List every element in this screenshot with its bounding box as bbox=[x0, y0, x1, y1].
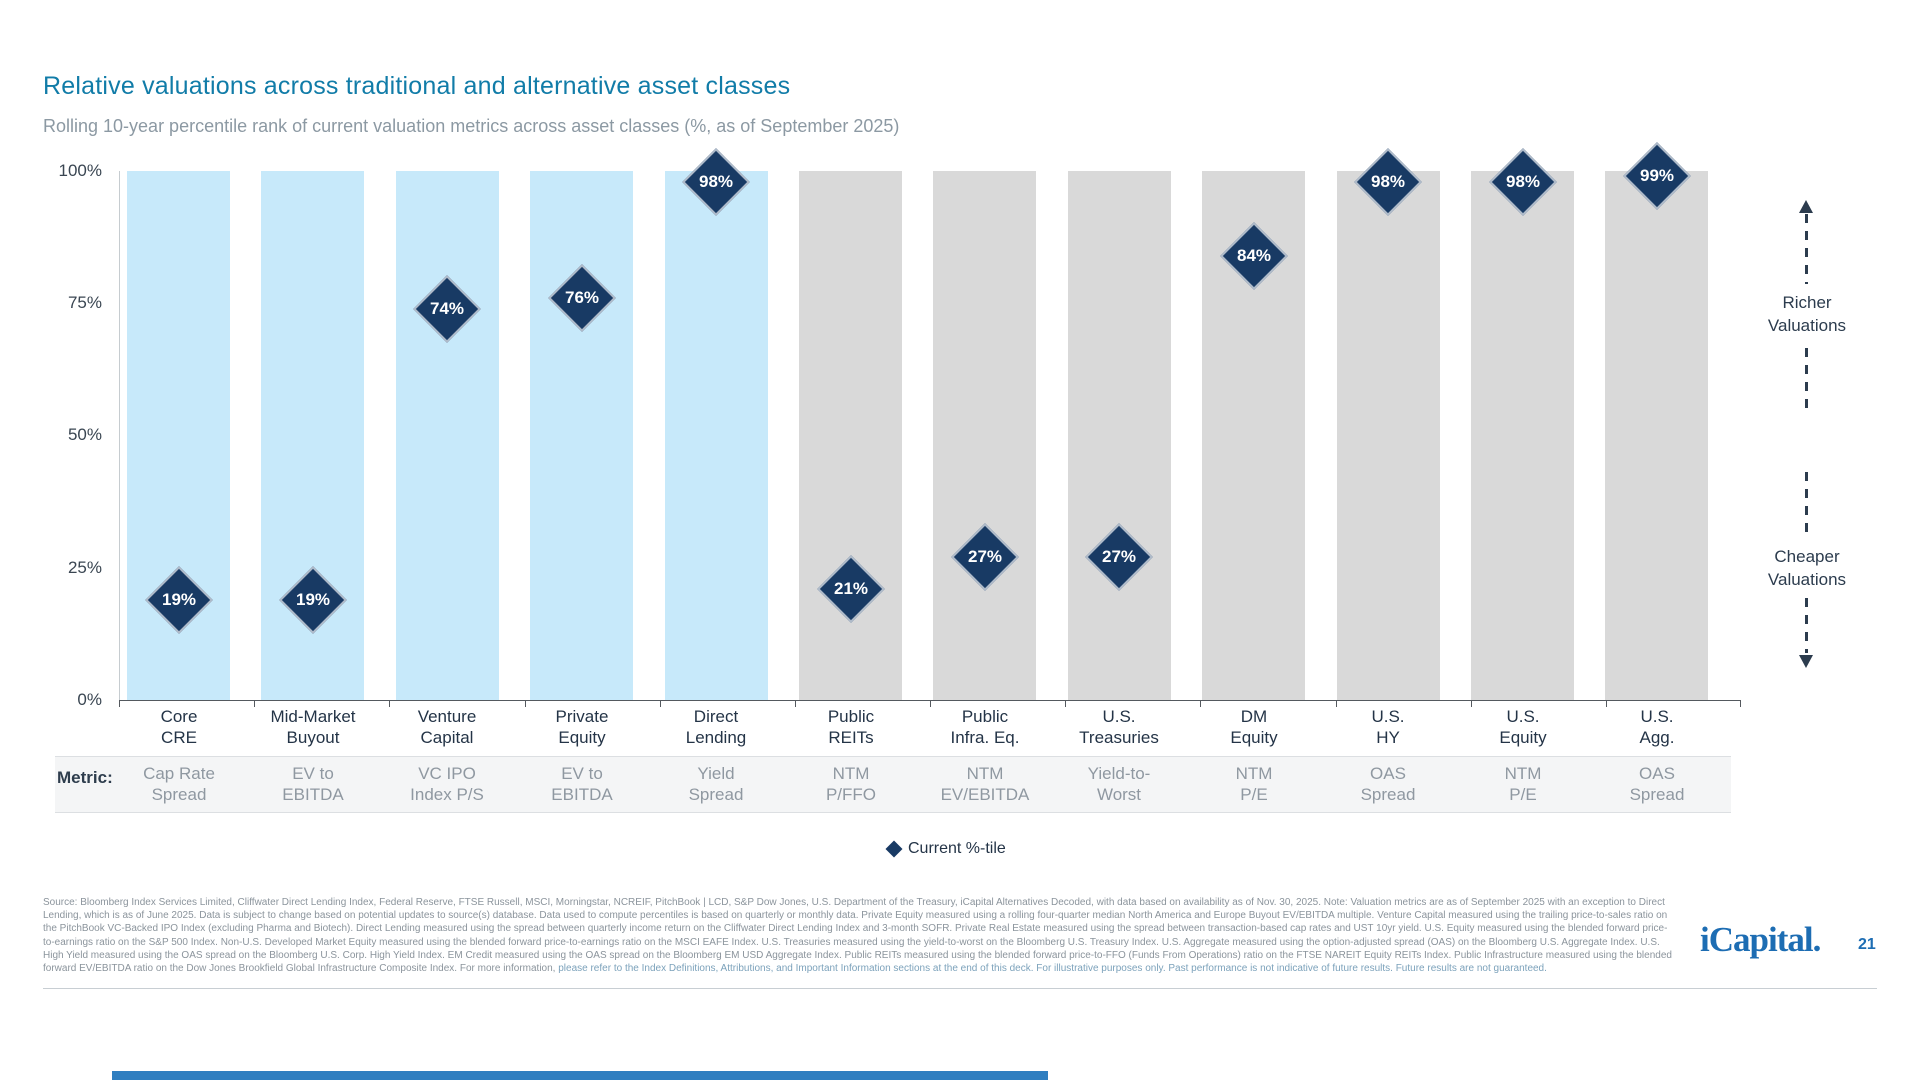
footer-divider bbox=[43, 988, 1877, 989]
arrow-up-icon bbox=[1799, 200, 1813, 213]
percentile-value: 98% bbox=[698, 172, 734, 191]
x-axis-tick bbox=[660, 700, 661, 707]
source-disclaimer-text: please refer to the Index Definitions, A… bbox=[558, 963, 1547, 975]
dashed-line bbox=[1805, 214, 1808, 284]
metric-cell: NTM P/E bbox=[1235, 764, 1273, 804]
percentile-value: 19% bbox=[161, 590, 197, 609]
bar-us-equity bbox=[1471, 171, 1574, 700]
y-tick-75: 75% bbox=[67, 293, 102, 312]
metric-cell: OAS Spread bbox=[1360, 764, 1416, 804]
x-axis-tick bbox=[1471, 700, 1472, 707]
y-axis-line bbox=[119, 171, 120, 700]
legend-label: Current %-tile bbox=[908, 840, 1006, 857]
source-footnote: Source: Bloomberg Index Services Limited… bbox=[43, 896, 1675, 975]
y-tick-25: 25% bbox=[67, 558, 102, 577]
dashed-line bbox=[1805, 472, 1808, 536]
cheaper-valuations-label: Cheaper Valuations bbox=[1767, 547, 1847, 589]
dashed-line bbox=[1805, 598, 1808, 653]
bar-us-hy bbox=[1337, 171, 1440, 700]
icapital-logo: iCapital. bbox=[1700, 920, 1821, 959]
metric-band bbox=[55, 756, 1731, 813]
x-axis-tick bbox=[254, 700, 255, 707]
bar-private-equity bbox=[530, 171, 633, 700]
category-label: U.S. HY bbox=[1371, 707, 1405, 747]
page-subtitle: Rolling 10-year percentile rank of curre… bbox=[43, 116, 900, 136]
metric-cell: Yield Spread bbox=[688, 764, 744, 804]
legend-diamond-icon bbox=[885, 840, 903, 858]
category-label: DM Equity bbox=[1230, 707, 1278, 747]
percentile-value: 99% bbox=[1639, 166, 1675, 185]
x-axis-tick bbox=[525, 700, 526, 707]
x-axis-tick bbox=[795, 700, 796, 707]
category-label: U.S. Treasuries bbox=[1079, 707, 1159, 747]
x-axis-tick bbox=[1336, 700, 1337, 707]
bar-us-agg bbox=[1605, 171, 1708, 700]
page-title: Relative valuations across traditional a… bbox=[43, 72, 791, 100]
category-label: Private Equity bbox=[555, 707, 609, 747]
category-label: Direct Lending bbox=[685, 707, 747, 747]
metric-cell: Yield-to- Worst bbox=[1087, 764, 1151, 804]
x-axis-tick bbox=[1606, 700, 1607, 707]
category-label: Public REITs bbox=[827, 707, 875, 747]
percentile-value: 84% bbox=[1236, 246, 1272, 265]
richer-valuations-label: Richer Valuations bbox=[1767, 293, 1847, 335]
x-axis-tick bbox=[1200, 700, 1201, 707]
bar-venture-capital bbox=[396, 171, 499, 700]
percentile-value: 76% bbox=[564, 288, 600, 307]
metric-cell: OAS Spread bbox=[1629, 764, 1685, 804]
page-number: 21 bbox=[1858, 936, 1876, 953]
y-tick-100: 100% bbox=[58, 161, 102, 180]
percentile-value: 98% bbox=[1370, 172, 1406, 191]
category-label: Public Infra. Eq. bbox=[950, 707, 1020, 747]
y-tick-0: 0% bbox=[77, 690, 102, 709]
percentile-value: 27% bbox=[1101, 547, 1137, 566]
metric-cell: EV to EBITDA bbox=[551, 764, 613, 804]
x-axis-tick bbox=[1065, 700, 1066, 707]
x-axis-tick bbox=[389, 700, 390, 707]
x-axis-tick bbox=[1740, 700, 1741, 707]
x-axis-tick bbox=[930, 700, 931, 707]
bar-us-treasuries bbox=[1068, 171, 1171, 700]
metric-row-label: Metric: bbox=[57, 768, 113, 787]
metric-cell: NTM P/E bbox=[1504, 764, 1542, 804]
legend: Current %-tile bbox=[885, 840, 1006, 858]
percentile-value: 27% bbox=[967, 547, 1003, 566]
metric-cell: Cap Rate Spread bbox=[143, 764, 215, 804]
percentile-value: 21% bbox=[833, 579, 869, 598]
arrow-down-icon bbox=[1799, 655, 1813, 668]
category-label: U.S. Agg. bbox=[1639, 707, 1675, 747]
percentile-value: 19% bbox=[295, 590, 331, 609]
percentile-value: 74% bbox=[429, 299, 465, 318]
x-axis-tick bbox=[119, 700, 120, 707]
metric-cell: NTM EV/EBITDA bbox=[940, 764, 1030, 804]
metric-cell: EV to EBITDA bbox=[282, 764, 344, 804]
metric-cell: VC IPO Index P/S bbox=[410, 764, 484, 804]
metric-cell: NTM P/FFO bbox=[825, 764, 877, 804]
bar-direct-lending bbox=[665, 171, 768, 700]
category-label: Mid-Market Buyout bbox=[270, 707, 356, 747]
category-label: Core CRE bbox=[160, 707, 198, 747]
category-label: U.S. Equity bbox=[1499, 707, 1547, 747]
y-tick-50: 50% bbox=[67, 425, 102, 444]
dashed-line bbox=[1805, 348, 1808, 410]
percentile-value: 98% bbox=[1505, 172, 1541, 191]
bar-public-infra-eq bbox=[933, 171, 1036, 700]
source-text: Source: Bloomberg Index Services Limited… bbox=[43, 897, 1672, 975]
category-label: Venture Capital bbox=[417, 707, 477, 747]
footer-accent-bar bbox=[112, 1071, 1048, 1080]
